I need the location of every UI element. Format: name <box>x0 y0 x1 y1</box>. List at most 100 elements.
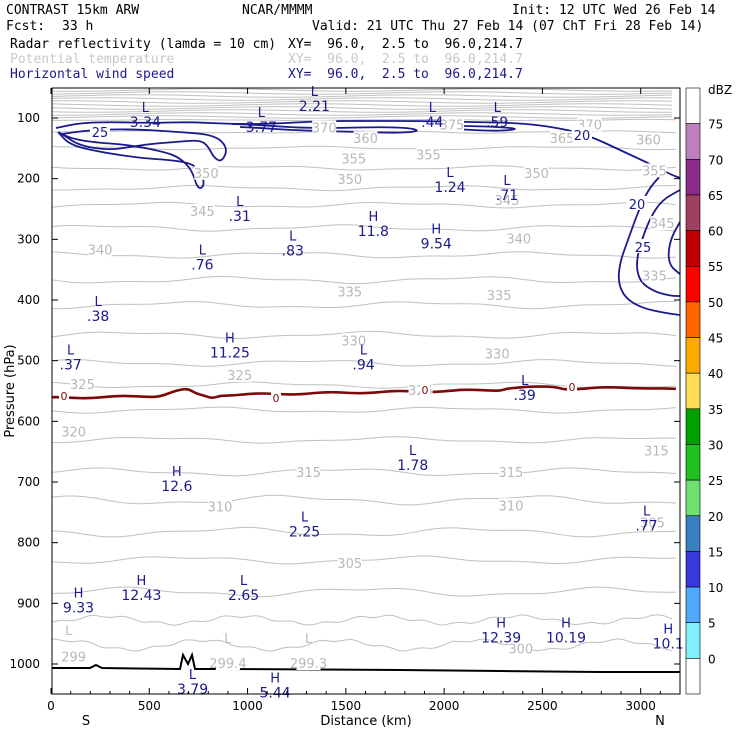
theta-label-bg <box>353 131 378 146</box>
colorbar-swatch <box>685 658 701 695</box>
theta-label: 355 <box>642 164 667 179</box>
colorbar-level: 25 <box>708 474 723 488</box>
high-marker: H <box>368 210 378 225</box>
theta-line <box>52 406 677 414</box>
theta-line <box>52 275 677 285</box>
hl-marker: L <box>224 632 232 647</box>
theta-line <box>52 224 677 232</box>
zero-label: 0 <box>422 384 429 397</box>
colorbar-swatch <box>685 586 701 624</box>
wind-contours <box>55 120 680 316</box>
hl-marker: L.83 <box>282 230 304 260</box>
colorbar-swatch <box>685 337 701 374</box>
y-axis-label: Pressure (hPa) <box>3 344 18 437</box>
theta-label: 330 <box>485 348 510 363</box>
theta-label-bg <box>341 333 366 348</box>
theta-label-bg <box>640 515 665 530</box>
zero-label: 0 <box>273 392 280 405</box>
wind-label: 25 <box>635 241 652 256</box>
theta-label: 350 <box>524 167 549 182</box>
hl-marker: L.59 <box>486 101 508 131</box>
theta-line <box>52 118 677 122</box>
theta-line <box>52 614 673 626</box>
theta-label-bg <box>508 641 533 656</box>
theta-label-bg <box>636 132 661 147</box>
high-marker: H <box>172 465 182 480</box>
x-tick-label: 1000 <box>232 699 263 713</box>
theta-label-bg <box>550 131 575 146</box>
hl-value: 10.1 <box>653 637 684 653</box>
theta-label-bg <box>498 498 523 513</box>
theta-label: 360 <box>636 133 661 148</box>
colorbar-level: 55 <box>708 260 723 274</box>
hl-marker: L2.25 <box>289 511 320 541</box>
low-marker: L <box>643 504 651 519</box>
theta-label-bg <box>524 165 549 180</box>
y-tick-label: 700 <box>17 475 40 489</box>
low-marker: L <box>429 101 437 116</box>
hl-value: .37 <box>60 358 82 374</box>
colorbar-level: 30 <box>708 438 723 452</box>
low-marker: L <box>189 668 197 683</box>
hl-marker: L.39 <box>514 374 536 404</box>
wind-contour-20 <box>55 120 680 179</box>
theta-line <box>52 106 673 110</box>
theta-label: 325 <box>70 378 95 393</box>
colorbar-swatch <box>685 372 701 410</box>
theta-label: 335 <box>487 289 512 304</box>
hl-marker: H5.44 <box>259 671 290 701</box>
theta-label-bg <box>227 367 252 382</box>
theta-line <box>52 88 673 92</box>
theta-label-bg <box>337 555 362 570</box>
hl-marker: H11.8 <box>358 210 389 240</box>
wind-label-bg <box>572 127 592 141</box>
low-marker: L <box>258 106 266 121</box>
hl-value: .59 <box>486 115 508 131</box>
hl-value: 2.25 <box>289 525 320 541</box>
theta-label: 310 <box>499 499 524 514</box>
hl-marker: H9.54 <box>421 222 452 252</box>
low-marker: L <box>409 444 417 459</box>
hl-marker: L <box>65 624 73 639</box>
low-marker: L <box>305 632 313 647</box>
x-tick-label: 500 <box>138 699 161 713</box>
theta-line <box>52 330 677 340</box>
theta-label-bg <box>312 120 337 135</box>
theta-label: 350 <box>194 167 219 182</box>
hl-marker: H12.6 <box>161 465 192 495</box>
colorbar-level: 50 <box>708 296 723 310</box>
theta-label: 370 <box>312 121 337 136</box>
axes: 0 500 1000 1500 2000 2500 30001002003004005006… <box>3 88 680 729</box>
y-tick-label: 100 <box>17 111 40 125</box>
hl-value: 9.33 <box>63 600 94 616</box>
hl-annotations: H11.8 H9.54H11.25H12.6H12.43H9.33H12.39H1… <box>60 85 684 701</box>
field-reflectivity: Radar reflectivity (lamda = 10 cm) <box>10 37 277 52</box>
org-label: NCAR/MMMM <box>242 3 313 18</box>
theta-label: 340 <box>506 232 531 247</box>
theta-label: 375 <box>440 118 465 133</box>
hl-value: .94 <box>352 358 374 374</box>
colorbar-level: 0 <box>708 652 716 666</box>
hl-value: .39 <box>514 388 536 404</box>
hl-marker: L.31 <box>229 195 251 225</box>
theta-line <box>52 115 673 119</box>
valid-time: Valid: 21 UTC Thu 27 Feb 14 (07 ChT Fri … <box>312 19 704 34</box>
theta-label-bg <box>296 464 321 479</box>
hl-marker: L.94 <box>352 344 374 374</box>
hl-value: 12.39 <box>481 631 521 647</box>
hl-marker: L1.78 <box>397 444 428 474</box>
hl-marker: L1.24 <box>434 166 465 196</box>
wind-label-bg <box>627 196 647 210</box>
y-tick-label: 500 <box>17 354 40 368</box>
y-tick-label: 400 <box>17 293 40 307</box>
colorbar-level: 60 <box>708 225 723 239</box>
theta-line <box>52 112 673 116</box>
theta-label-bg <box>296 656 321 670</box>
theta-label-bg <box>642 163 667 178</box>
theta-label: 360 <box>353 132 378 147</box>
field-reflectivity-xy: XY= 96.0, 2.5 to 96.0,214.7 <box>288 37 523 52</box>
low-marker: L <box>65 624 73 639</box>
theta-line <box>52 201 677 209</box>
